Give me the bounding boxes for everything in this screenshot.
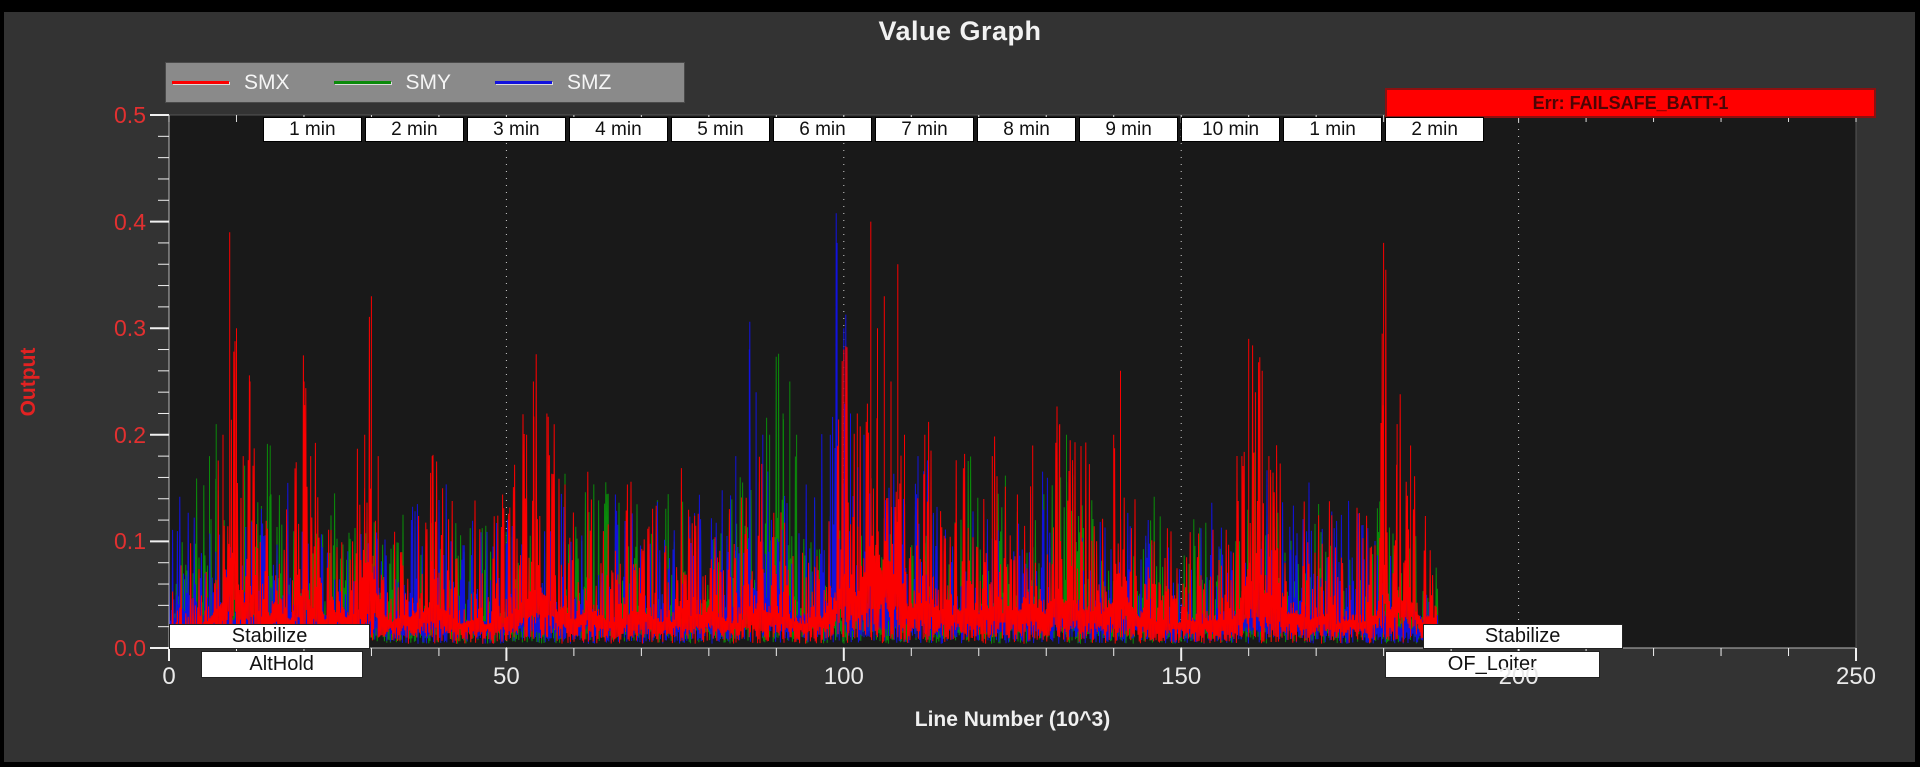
legend: SMX SMY SMZ — [165, 62, 685, 103]
y-tick-label: 0.2 — [114, 421, 146, 448]
time-marker-box: 10 min — [1181, 117, 1281, 142]
flight-mode-box-of_loiter: OF_Loiter — [1384, 651, 1600, 678]
time-marker-box: 1 min — [1283, 117, 1383, 142]
time-marker-box: 2 min — [1385, 117, 1485, 142]
x-tick-label: 250 — [1835, 663, 1877, 690]
y-tick-label: 0.5 — [114, 102, 146, 128]
series-smx-path — [168, 221, 1439, 644]
y-tick-label: 0.1 — [114, 528, 146, 555]
flight-mode-box-stabilize: Stabilize — [1422, 624, 1623, 649]
legend-item-smx[interactable]: SMX — [172, 71, 290, 95]
x-tick-label: 100 — [823, 663, 864, 690]
plot-background — [169, 115, 1856, 648]
error-text: Err: FAILSAFE_BATT-1 — [1532, 92, 1729, 113]
time-marker-box: 1 min — [262, 117, 362, 142]
error-banner: Err: FAILSAFE_BATT-1 — [1385, 88, 1876, 118]
x-tick-label: 200 — [1498, 663, 1539, 690]
time-marker-box: 3 min — [466, 117, 566, 142]
y-axis-title: Output — [17, 347, 40, 417]
legend-label: SMZ — [567, 70, 612, 94]
x-tick-label: 0 — [162, 663, 176, 690]
flight-mode-box-althold: AltHold — [200, 651, 363, 678]
legend-label: SMY — [405, 70, 452, 94]
legend-item-smy[interactable]: SMY — [333, 70, 452, 95]
legend-item-smz[interactable]: SMZ — [495, 71, 611, 95]
time-marker-strip: 1 min 2 min 3 min 4 min 5 min 6 min 7 min 8 min… — [262, 117, 1485, 142]
x-tick-label: 50 — [493, 663, 520, 690]
flight-mode-box-stabilize: Stabilize — [169, 624, 371, 649]
legend-line-sample — [172, 81, 229, 84]
legend-label: SMX — [244, 70, 290, 94]
time-marker-box: 9 min — [1079, 117, 1179, 142]
y-tick-label: 0.0 — [114, 635, 146, 661]
y-tick-label: 0.4 — [114, 208, 146, 235]
x-axis-title: Line Number (10^3) — [914, 708, 1111, 731]
y-tick-label: 0.3 — [114, 315, 146, 342]
time-marker-box: 2 min — [364, 117, 464, 142]
time-marker-box: 8 min — [977, 117, 1077, 142]
time-marker-box: 5 min — [670, 117, 770, 142]
time-marker-box: 6 min — [772, 117, 872, 142]
legend-line-sample — [495, 81, 553, 84]
time-marker-box: 7 min — [874, 117, 975, 142]
chart-title: Value Graph — [878, 16, 1042, 46]
legend-line-sample — [333, 81, 391, 84]
x-tick-label: 150 — [1161, 663, 1202, 690]
time-marker-box: 4 min — [568, 117, 668, 142]
